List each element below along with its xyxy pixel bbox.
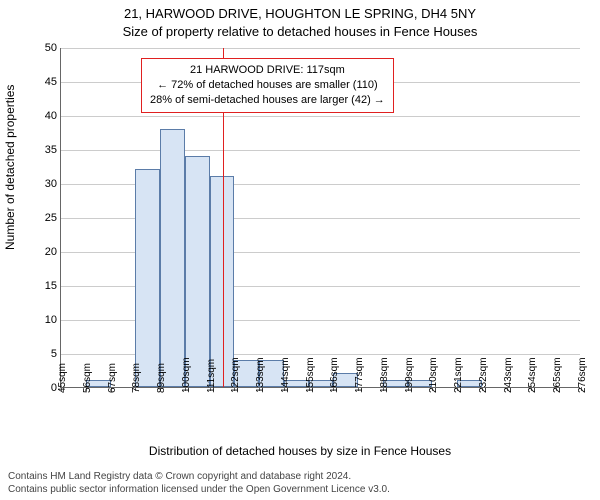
gridline bbox=[61, 48, 580, 49]
x-tick-label: 166sqm bbox=[329, 357, 340, 393]
histogram-bar bbox=[185, 156, 210, 387]
y-tick-label: 45 bbox=[45, 76, 61, 88]
x-tick-label: 45sqm bbox=[57, 363, 68, 393]
y-tick-label: 25 bbox=[45, 212, 61, 224]
x-tick-label: 155sqm bbox=[305, 357, 316, 393]
y-tick-label: 50 bbox=[45, 42, 61, 54]
x-tick-label: 67sqm bbox=[107, 363, 118, 393]
x-tick-label: 188sqm bbox=[379, 357, 390, 393]
y-tick-label: 15 bbox=[45, 280, 61, 292]
y-axis-label: Number of detached properties bbox=[3, 85, 17, 250]
x-tick-label: 276sqm bbox=[577, 357, 588, 393]
x-tick-label: 56sqm bbox=[82, 363, 93, 393]
chart-title-line1: 21, HARWOOD DRIVE, HOUGHTON LE SPRING, D… bbox=[0, 6, 600, 21]
x-tick-label: 199sqm bbox=[404, 357, 415, 393]
chart-footer: Contains HM Land Registry data © Crown c… bbox=[8, 470, 592, 496]
x-tick-label: 177sqm bbox=[354, 357, 365, 393]
y-tick-label: 20 bbox=[45, 246, 61, 258]
x-tick-label: 78sqm bbox=[131, 363, 142, 393]
x-tick-label: 265sqm bbox=[552, 357, 563, 393]
annotation-line3: 28% of semi-detached houses are larger (… bbox=[150, 93, 385, 108]
x-axis-label: Distribution of detached houses by size … bbox=[0, 444, 600, 458]
y-tick-label: 5 bbox=[51, 348, 61, 360]
x-tick-label: 232sqm bbox=[478, 357, 489, 393]
x-tick-label: 122sqm bbox=[230, 357, 241, 393]
histogram-bar bbox=[135, 169, 160, 387]
y-tick-label: 10 bbox=[45, 314, 61, 326]
annotation-line2: ← 72% of detached houses are smaller (11… bbox=[150, 78, 385, 93]
chart-plot-area: 0510152025303540455045sqm56sqm67sqm78sqm… bbox=[60, 48, 580, 388]
annotation-box: 21 HARWOOD DRIVE: 117sqm← 72% of detache… bbox=[141, 58, 394, 113]
y-tick-label: 40 bbox=[45, 110, 61, 122]
x-tick-label: 100sqm bbox=[181, 357, 192, 393]
footer-line1: Contains HM Land Registry data © Crown c… bbox=[8, 470, 592, 483]
histogram-bar bbox=[160, 129, 185, 387]
x-tick-label: 210sqm bbox=[428, 357, 439, 393]
y-tick-label: 35 bbox=[45, 144, 61, 156]
histogram-bar bbox=[210, 176, 235, 387]
gridline bbox=[61, 150, 580, 151]
x-tick-label: 133sqm bbox=[255, 357, 266, 393]
x-tick-label: 221sqm bbox=[453, 357, 464, 393]
gridline bbox=[61, 116, 580, 117]
chart-title-line2: Size of property relative to detached ho… bbox=[0, 24, 600, 39]
x-tick-label: 243sqm bbox=[503, 357, 514, 393]
x-tick-label: 111sqm bbox=[206, 359, 217, 393]
y-tick-label: 30 bbox=[45, 178, 61, 190]
annotation-line1: 21 HARWOOD DRIVE: 117sqm bbox=[150, 63, 385, 78]
x-tick-label: 144sqm bbox=[280, 357, 291, 393]
x-tick-label: 254sqm bbox=[527, 357, 538, 393]
x-tick-label: 89sqm bbox=[156, 363, 167, 393]
footer-line2: Contains public sector information licen… bbox=[8, 483, 592, 496]
